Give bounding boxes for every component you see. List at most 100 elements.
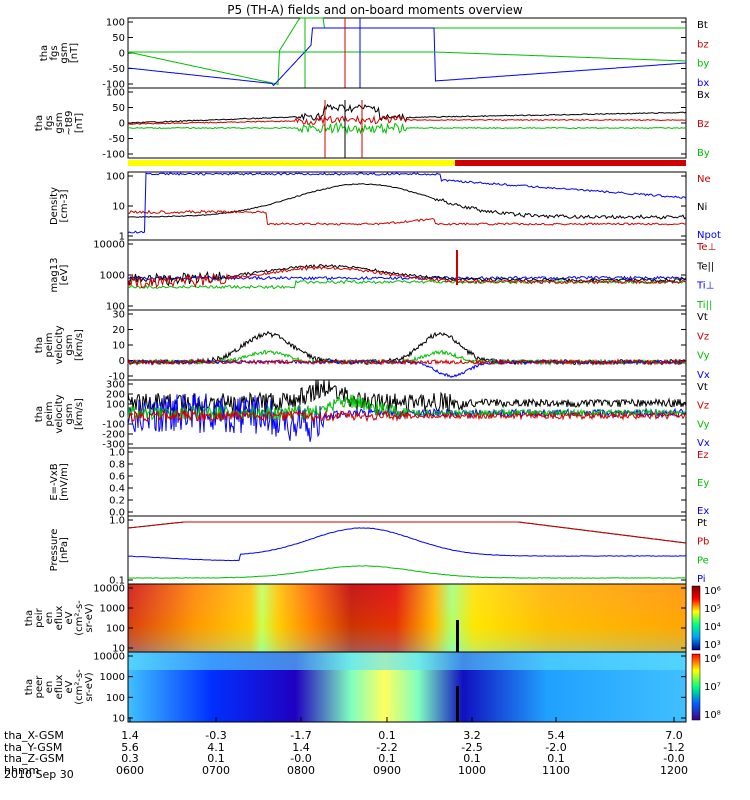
- y-tick-label: 1.0: [109, 516, 125, 527]
- y-tick-label: 200: [106, 390, 125, 401]
- colorbar-tick-label: 10³: [704, 640, 721, 651]
- y-tick-label: 0.2: [109, 496, 125, 507]
- y-axis-label: mag13: [49, 258, 60, 293]
- y-tick-label: 10: [112, 644, 125, 655]
- y-tick-label: -10: [109, 372, 125, 383]
- y-axis-label: fgs: [44, 115, 55, 130]
- ephemeris-value: 0.1: [207, 752, 225, 765]
- legend-Pt: Pt: [697, 518, 707, 529]
- legend-Bz: Bz: [697, 119, 709, 130]
- y-axis-label: Pressure: [49, 529, 60, 572]
- vz-series: [127, 358, 687, 366]
- ephemeris-value: 0.1: [378, 729, 396, 742]
- ephemeris-table: tha_X-GSM 1.4 -0.3 -1.7 0.1 3.2 5.4 7.0 tha_Y-GS…: [4, 730, 744, 776]
- y-tick-label: 10000: [93, 652, 125, 663]
- ephemeris-value: 5.4: [547, 729, 565, 742]
- y-tick-label: 0.6: [109, 472, 125, 483]
- spectrogram-gap-mark: [456, 686, 459, 722]
- y-axis-label: en: [44, 681, 55, 694]
- legend-Vz: Vz: [697, 401, 709, 412]
- y-axis-label: velocity: [54, 394, 65, 433]
- ephemeris-value: 0800: [287, 763, 315, 777]
- y-tick-label: 0.1: [109, 576, 125, 587]
- y-tick-label: -300: [102, 440, 125, 451]
- region-bar-yellow: [128, 160, 455, 166]
- y-axis-label: peim: [44, 332, 55, 357]
- y-axis-label: [km/s]: [74, 329, 85, 361]
- ephemeris-value: 0.1: [463, 752, 481, 765]
- y-tick-label: 100: [106, 88, 125, 99]
- y-tick-label: -100: [102, 150, 125, 161]
- region-bar-red: [455, 160, 686, 166]
- panel-frame-density: [127, 171, 687, 241]
- chart-title: P5 (TH-A) fields and on-board moments ov…: [227, 3, 523, 17]
- y-tick-label: 10000: [93, 584, 125, 595]
- colorbar-tick-label: 10⁷: [704, 682, 721, 693]
- ephemeris-value: -2.2: [376, 740, 398, 754]
- y-tick-label: 100: [106, 18, 125, 29]
- y-axis-label: peer: [34, 675, 45, 699]
- te-par-series: [127, 264, 687, 287]
- pe-series: [128, 565, 686, 579]
- ephemeris-value: -1.2: [663, 740, 685, 754]
- y-tick-label: 10: [112, 202, 125, 213]
- ephemeris-label: tha_Y-GSM: [4, 740, 63, 754]
- y-axis-label: gsm: [59, 42, 70, 63]
- legend-bx: bx: [697, 78, 709, 89]
- panel-frame-vel-e: [127, 309, 687, 381]
- y-tick-label: -50: [109, 64, 125, 75]
- legend-by: by: [697, 59, 709, 70]
- y-axis-label: [mV/m]: [59, 463, 70, 501]
- ephemeris-value: 7.0: [665, 729, 683, 742]
- legend-By: By: [697, 148, 710, 159]
- y-axis-label: ~t89: [64, 110, 75, 135]
- y-tick-label: 100: [106, 693, 125, 704]
- y-tick-label: 10: [112, 714, 125, 725]
- y-tick-label: -100: [102, 420, 125, 431]
- y-tick-label: 1.0: [109, 448, 125, 459]
- y-tick-label: 30: [112, 310, 125, 321]
- bz-series: [127, 114, 687, 126]
- y-tick-label: 0: [119, 410, 125, 421]
- ephemeris-label: tha_Z-GSM: [4, 752, 65, 765]
- legend-bz: bz: [697, 39, 709, 50]
- y-axis-label: sr-eV): [84, 603, 95, 632]
- y-axis-label: E=-VxB: [49, 463, 60, 500]
- y-axis-label: en: [44, 612, 55, 625]
- vz-series: [127, 409, 687, 423]
- legend-Pi: Pi: [697, 574, 706, 585]
- y-axis-label: (cm²-s-: [74, 600, 85, 636]
- y-axis-label: sr-eV): [84, 672, 95, 701]
- panel-frame-pressure: [127, 515, 687, 585]
- ephemeris-value: 0.1: [378, 752, 396, 765]
- legend-Ey: Ey: [697, 478, 709, 489]
- bx-series: [128, 103, 687, 124]
- y-tick-label: -200: [102, 430, 125, 441]
- ephemeris-value: 3.2: [463, 729, 481, 742]
- y-tick-label: 100: [106, 400, 125, 411]
- legend-Vt: Vt: [697, 312, 708, 323]
- y-axis-label: velocity: [54, 325, 65, 364]
- y-axis-label: (cm²-s-: [74, 669, 85, 705]
- legend-Te⊥: Te⊥: [696, 242, 716, 253]
- y-axis-label: [cm-3]: [59, 189, 70, 222]
- pb-series: [127, 521, 687, 544]
- vt-series: [127, 330, 687, 366]
- date-label: 2010 Sep 30: [4, 768, 74, 781]
- ni-series: [127, 183, 687, 220]
- ephemeris-value: 1.4: [292, 740, 310, 754]
- ephemeris-row: tha_Z-GSM 0.3 0.1 -0.0 0.1 0.1 0.1 -0.0: [4, 753, 744, 765]
- legend-Ne: Ne: [697, 174, 711, 185]
- y-axis-label: [km/s]: [74, 398, 85, 430]
- y-axis-label: gsm: [64, 334, 75, 355]
- y-axis-label: [eV]: [59, 265, 70, 286]
- ephemeris-row: hhmm 0600 0700 0800 0900 1000 1100 1200: [4, 763, 744, 777]
- y-axis-label: [nPa]: [59, 537, 70, 563]
- y-tick-label: 1: [119, 232, 125, 243]
- y-tick-label: 300: [106, 380, 125, 391]
- legend-Ex: Ex: [697, 506, 709, 517]
- y-axis-label: tha: [34, 337, 45, 353]
- y-axis-label: fgs: [49, 45, 60, 60]
- colorbar-tick-label: 10⁵: [704, 604, 721, 615]
- y-tick-label: 0.8: [109, 460, 125, 471]
